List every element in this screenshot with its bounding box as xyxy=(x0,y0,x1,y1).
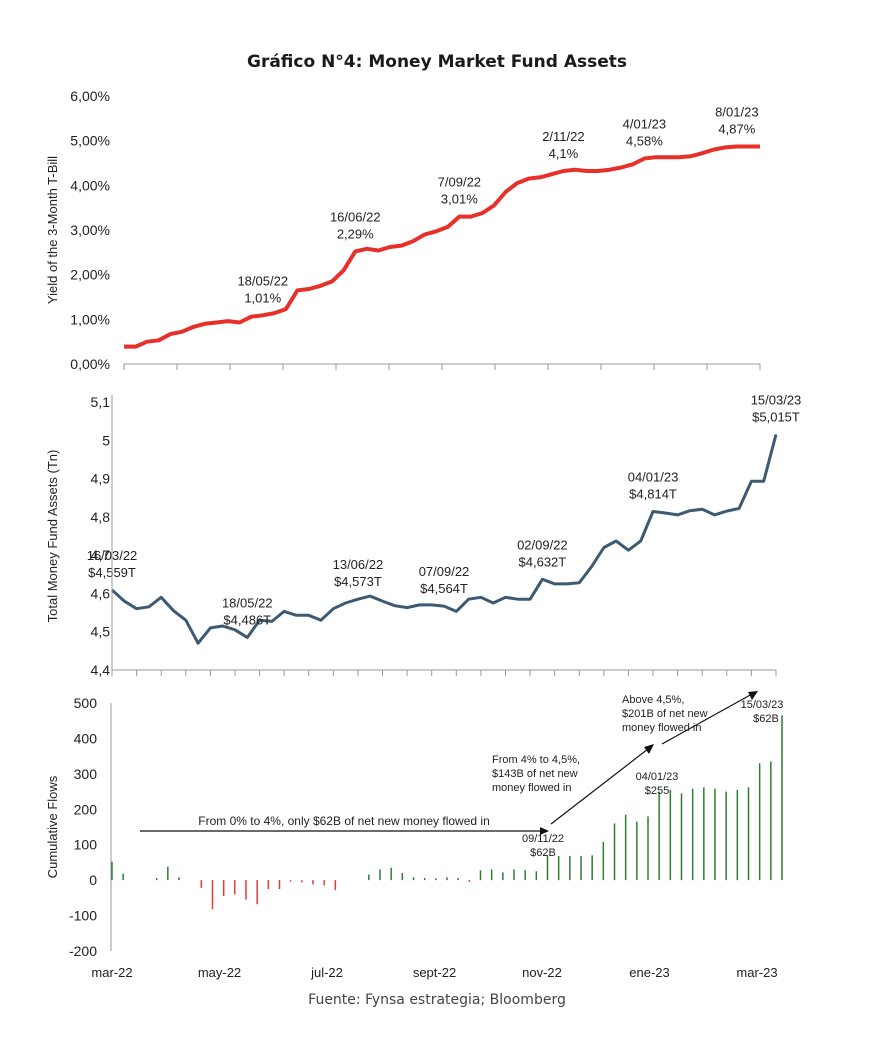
assets-panel: 4,4 4,5 4,6 4,7 4,8 4,9 5 5,1 Total Money Fund A… xyxy=(45,393,801,678)
flows-tick-label: -200 xyxy=(69,943,97,959)
yield-annotation-date: 8/01/23 xyxy=(715,104,758,119)
arrow-head xyxy=(644,744,654,754)
x-tick-label: jul-22 xyxy=(310,965,343,980)
assets-annotation-date: 18/05/22 xyxy=(222,595,273,610)
arrow-phase2 xyxy=(550,748,649,825)
yield-panel: 0,00% 1,00% 2,00% 3,00% 4,00% 5,00% 6,00% Yield… xyxy=(45,88,761,372)
yield-annotation-date: 7/09/22 xyxy=(438,175,481,190)
yield-annotation-date: 2/11/22 xyxy=(542,129,584,144)
assets-annotation-date: 07/09/22 xyxy=(419,564,470,579)
yield-tick-label: 0,00% xyxy=(70,356,110,372)
flows-axis-label: Cumulative Flows xyxy=(45,775,60,878)
flows-tick-label: 300 xyxy=(74,766,98,782)
flows-tick-label: -100 xyxy=(69,908,97,924)
annotation-value: $255 xyxy=(645,785,669,797)
x-tick-label: ene-23 xyxy=(629,965,669,980)
annotation-date: 09/11/22 xyxy=(522,833,564,845)
yield-annotation-value: 4,58% xyxy=(626,134,663,149)
assets-annotation-value: $4,814T xyxy=(629,486,677,501)
yield-series-line xyxy=(124,144,760,349)
annotation-phase2-line1: From 4% to 4,5%, xyxy=(492,754,580,766)
assets-annotation-date: 02/09/22 xyxy=(517,537,568,552)
assets-tick-label: 4,9 xyxy=(91,471,111,487)
annotation-value: $62B xyxy=(753,713,779,725)
assets-tick-label: 4,6 xyxy=(91,585,111,601)
assets-tick-label: 4,8 xyxy=(91,509,111,525)
x-tick-label: sept-22 xyxy=(413,965,456,980)
annotation-value: $62B xyxy=(530,847,556,859)
flows-panel: -200 -100 0 100 200 300 400 500 Cumulative Flows… xyxy=(45,691,783,959)
yield-annotation-date: 18/05/22 xyxy=(237,273,288,288)
yield-tick-label: 1,00% xyxy=(70,311,110,327)
flows-tick-label: 500 xyxy=(74,695,98,711)
assets-annotation-value: $4,573T xyxy=(334,574,382,589)
assets-annotation-value: $4,486T xyxy=(223,612,271,627)
yield-axis-label: Yield of the 3-Month T-Bill xyxy=(45,156,60,304)
x-tick-label: nov-22 xyxy=(522,965,562,980)
yield-annotation-value: 4,1% xyxy=(549,146,579,161)
source-note: Fuente: Fynsa estrategia; Bloomberg xyxy=(308,992,566,1008)
yield-tick-label: 3,00% xyxy=(70,222,110,238)
assets-tick-label: 5,1 xyxy=(91,394,111,410)
assets-annotation-value: $4,632T xyxy=(519,554,567,569)
yield-annotation-date: 4/01/23 xyxy=(623,117,666,132)
yield-annotation-date: 16/06/22 xyxy=(330,209,381,224)
yield-annotation-value: 2,29% xyxy=(337,226,374,241)
chart-title: Gráfico N°4: Money Market Fund Assets xyxy=(246,52,627,72)
x-tick-label: mar-22 xyxy=(91,965,132,980)
yield-tick-label: 5,00% xyxy=(70,133,110,149)
assets-annotation-date: 13/06/22 xyxy=(333,557,384,572)
assets-tick-label: 4,5 xyxy=(91,624,111,640)
assets-annotation-value: $5,015T xyxy=(752,410,800,425)
annotation-phase3-line2: $201B of net new xyxy=(622,708,708,720)
yield-annotation-value: 4,87% xyxy=(718,121,755,136)
date-axis: mar-22 may-22 jul-22 sept-22 nov-22 ene-23 mar… xyxy=(91,965,777,980)
arrow-phase3 xyxy=(661,693,753,745)
flows-tick-label: 100 xyxy=(74,837,98,853)
annotation-date: 15/03/23 xyxy=(741,699,784,711)
annotation-phase3-line1: Above 4,5%, xyxy=(622,694,684,706)
flows-tick-label: 400 xyxy=(74,730,98,746)
annotation-phase1: From 0% to 4%, only $62B of net new mone… xyxy=(198,814,490,828)
x-tick-label: mar-23 xyxy=(736,965,777,980)
assets-tick-label: 5 xyxy=(102,432,110,448)
flows-tick-label: 200 xyxy=(74,801,98,817)
flows-tick-label: 0 xyxy=(89,872,97,888)
annotation-phase2-line2: $143B of net new xyxy=(492,768,578,780)
assets-annotation-date: 15/03/23 xyxy=(751,393,802,408)
annotation-phase3-line3: money flowed in xyxy=(622,722,702,734)
yield-tick-label: 6,00% xyxy=(70,88,110,104)
assets-tick-label: 4,7 xyxy=(91,547,111,563)
yield-tick-label: 2,00% xyxy=(70,267,110,283)
arrow-head xyxy=(540,827,549,835)
annotation-date: 04/01/23 xyxy=(636,771,679,783)
yield-tick-label: 4,00% xyxy=(70,177,110,193)
assets-series-line xyxy=(110,434,778,645)
assets-annotation-date: 04/01/23 xyxy=(628,469,679,484)
yield-annotation-value: 1,01% xyxy=(244,290,281,305)
x-tick-label: may-22 xyxy=(198,965,241,980)
annotation-phase2-line3: money flowed in xyxy=(492,782,572,794)
assets-annotation-value: $4,564T xyxy=(420,581,468,596)
assets-tick-label: 4,4 xyxy=(91,662,111,678)
arrow-head xyxy=(748,691,758,700)
assets-axis-label: Total Money Fund Assets (Tn) xyxy=(45,450,60,623)
yield-annotation-value: 3,01% xyxy=(441,192,478,207)
